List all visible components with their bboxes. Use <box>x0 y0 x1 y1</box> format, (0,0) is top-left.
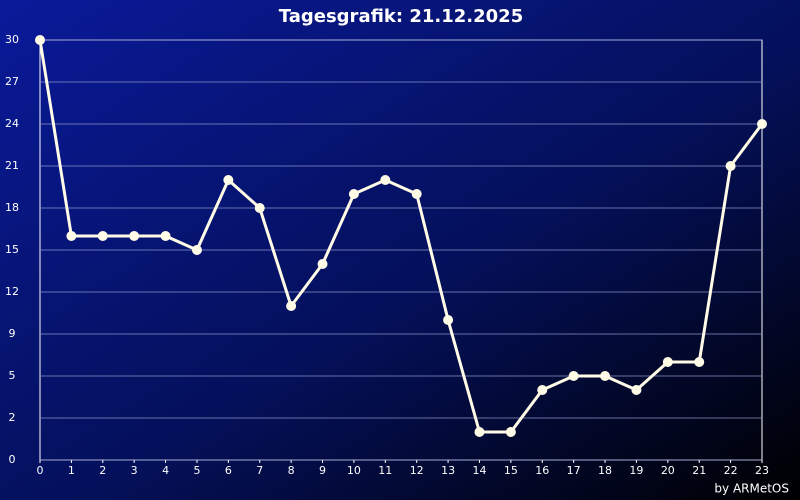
data-point <box>537 385 548 395</box>
x-tick-label: 7 <box>256 464 263 477</box>
data-point <box>568 371 579 381</box>
x-tick-label: 19 <box>629 464 643 477</box>
y-tick-label: 5 <box>9 369 16 382</box>
data-point <box>600 371 611 381</box>
y-tick-label: 18 <box>5 201 19 214</box>
x-tick-label: 11 <box>378 464 392 477</box>
data-point <box>380 175 391 185</box>
data-point <box>443 315 454 325</box>
data-point <box>757 119 767 129</box>
data-point <box>35 35 45 45</box>
x-tick-label: 22 <box>724 464 738 477</box>
footer: by ARMetOS <box>714 482 789 496</box>
data-point <box>66 231 77 241</box>
y-tick-label: 0 <box>9 453 16 466</box>
data-line <box>38 39 764 434</box>
y-tick-label: 2 <box>9 411 16 424</box>
x-tick-label: 6 <box>225 464 232 477</box>
data-point <box>474 427 485 437</box>
x-tick-label: 0 <box>37 464 44 477</box>
x-tick-label: 4 <box>162 464 169 477</box>
x-tick-label: 16 <box>535 464 549 477</box>
x-tick-label: 8 <box>288 464 295 477</box>
data-point <box>631 385 642 395</box>
data-point <box>160 231 171 241</box>
x-tick-label: 3 <box>131 464 138 477</box>
x-tick-label: 17 <box>567 464 581 477</box>
data-point <box>348 189 359 199</box>
x-tick-label: 9 <box>319 464 326 477</box>
x-tick-label: 1 <box>68 464 75 477</box>
y-tick-label: 12 <box>5 285 19 298</box>
data-point <box>662 357 673 367</box>
x-tick-label: 14 <box>472 464 486 477</box>
y-tick-label: 24 <box>5 117 19 130</box>
data-point <box>411 189 422 199</box>
data-point <box>317 259 328 269</box>
x-tick-label: 13 <box>441 464 455 477</box>
data-point <box>286 301 297 311</box>
data-point <box>725 161 736 171</box>
x-tick-label: 10 <box>347 464 361 477</box>
x-tick-label: 21 <box>692 464 706 477</box>
data-point <box>191 245 202 255</box>
x-tick-label: 12 <box>410 464 424 477</box>
x-tick-label: 18 <box>598 464 612 477</box>
data-point <box>505 427 516 437</box>
x-tick-label: 15 <box>504 464 518 477</box>
chart-title: Tagesgrafik: 21.12.2025 <box>279 6 523 27</box>
data-point <box>129 231 140 241</box>
y-tick-label: 30 <box>5 33 19 46</box>
x-tick-label: 20 <box>661 464 675 477</box>
x-tick-label: 2 <box>99 464 106 477</box>
x-tick-label: 5 <box>193 464 200 477</box>
y-tick-label: 21 <box>5 159 19 172</box>
y-tick-label: 9 <box>9 327 16 340</box>
data-point <box>223 175 234 185</box>
y-tick-label: 27 <box>5 75 19 88</box>
data-point <box>254 203 265 213</box>
x-tick-label: 23 <box>755 464 769 477</box>
data-point <box>97 231 108 241</box>
y-tick-label: 15 <box>5 243 19 256</box>
data-point <box>694 357 705 367</box>
